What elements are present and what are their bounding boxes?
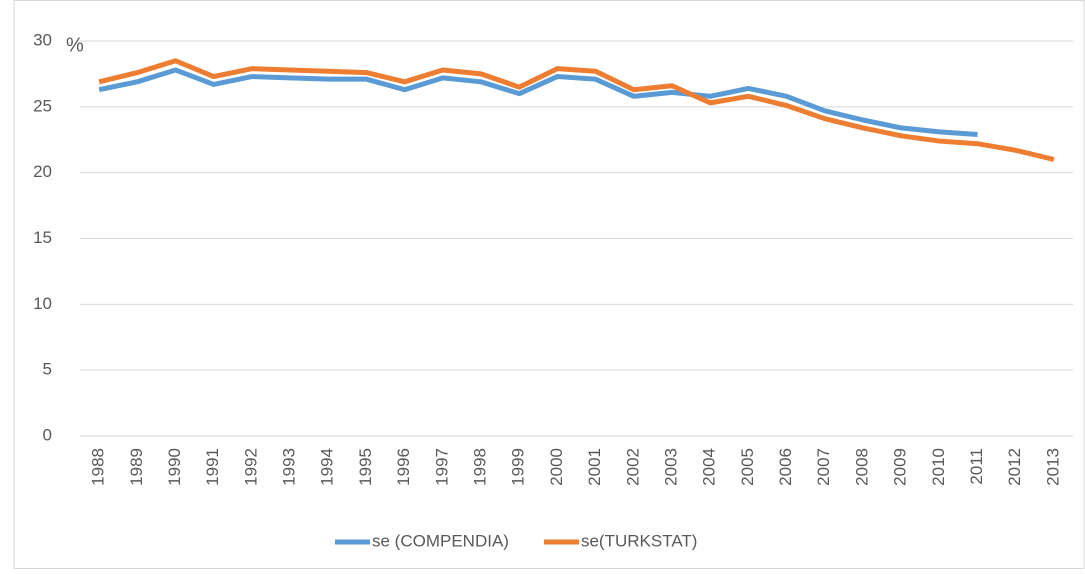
y-tick-label: 25 bbox=[33, 96, 52, 115]
legend-label: se (COMPENDIA) bbox=[372, 531, 509, 550]
x-tick-label: 2002 bbox=[623, 448, 642, 486]
x-tick-label: 2003 bbox=[661, 448, 680, 486]
x-tick-label: 1993 bbox=[280, 448, 299, 486]
y-axis-label: % bbox=[66, 34, 84, 56]
line-series bbox=[98, 67, 978, 137]
x-tick-label: 1988 bbox=[89, 448, 108, 486]
line-series bbox=[98, 58, 1055, 162]
x-tick-label: 2011 bbox=[967, 448, 986, 485]
y-tick-label: 0 bbox=[43, 425, 52, 444]
x-tick-label: 1995 bbox=[356, 448, 375, 486]
x-tick-label: 1999 bbox=[509, 448, 528, 486]
x-tick-label: 2006 bbox=[776, 448, 795, 486]
x-tick-label: 1996 bbox=[394, 448, 413, 486]
x-tick-label: 1998 bbox=[471, 448, 490, 486]
y-tick-label: 20 bbox=[33, 162, 52, 181]
x-tick-label: 2012 bbox=[1005, 448, 1024, 486]
y-tick-label: 5 bbox=[43, 360, 52, 379]
x-tick-label: 2008 bbox=[852, 448, 871, 486]
y-tick-label: 15 bbox=[33, 228, 52, 247]
x-tick-label: 2000 bbox=[547, 448, 566, 486]
x-tick-label: 2010 bbox=[929, 448, 948, 486]
x-tick-label: 1990 bbox=[165, 448, 184, 486]
x-tick-label: 1989 bbox=[127, 448, 146, 486]
y-tick-label: 30 bbox=[33, 30, 52, 49]
x-tick-label: 2004 bbox=[700, 448, 719, 486]
x-tick-label: 2009 bbox=[891, 448, 910, 486]
x-tick-label: 2013 bbox=[1043, 448, 1062, 486]
x-tick-label: 2007 bbox=[814, 448, 833, 486]
x-tick-label: 2005 bbox=[738, 448, 757, 486]
x-tick-label: 1994 bbox=[318, 448, 337, 486]
y-tick-label: 10 bbox=[33, 294, 52, 313]
x-tick-label: 1992 bbox=[241, 448, 260, 486]
x-tick-label: 2001 bbox=[585, 448, 604, 486]
x-tick-label: 1997 bbox=[432, 448, 451, 486]
x-tick-label: 1991 bbox=[203, 448, 222, 486]
legend-label: se(TURKSTAT) bbox=[581, 531, 697, 550]
